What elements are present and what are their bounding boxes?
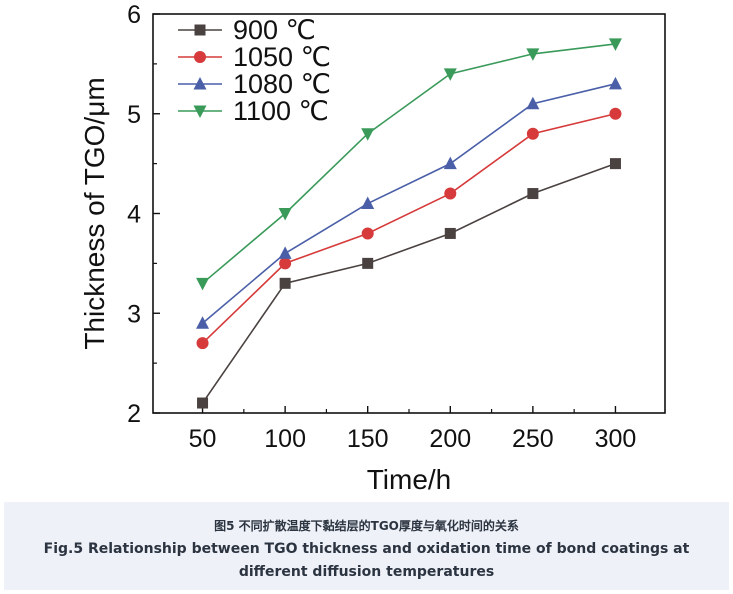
data-point (609, 107, 622, 120)
series-line (202, 83, 616, 324)
data-point (443, 68, 457, 81)
series-1 (197, 158, 621, 409)
data-point (526, 48, 540, 61)
x-tick-label: 300 (595, 425, 637, 453)
data-point (526, 96, 540, 110)
series-line (201, 162, 616, 404)
series-layer (196, 38, 622, 409)
data-point (278, 246, 292, 259)
y-tick-label: 6 (127, 1, 141, 29)
data-point (526, 127, 539, 140)
axes: 50 100 150 200 250 300 2 3 4 5 6 (127, 1, 666, 453)
legend-label: 1080 ℃ (233, 69, 331, 99)
x-tick-label: 250 (512, 425, 554, 453)
figure-caption: 图5 不同扩散温度下黏结层的TGO厚度与氧化时间的关系 Fig.5 Relati… (4, 502, 729, 590)
data-point (197, 397, 209, 409)
legend-label: 1100 ℃ (233, 96, 329, 126)
caption-chinese: 图5 不同扩散温度下黏结层的TGO厚度与氧化时间的关系 (214, 519, 519, 533)
x-tick-label: 100 (264, 425, 306, 453)
data-point (608, 76, 622, 90)
x-tick-label: 150 (347, 425, 389, 453)
legend-entry: 1100 ℃ (178, 96, 329, 126)
data-point (196, 337, 209, 350)
series-3 (196, 76, 622, 329)
legend-entry: 1080 ℃ (178, 69, 331, 99)
chart-area: 50 100 150 200 250 300 2 3 4 5 6 900 ℃ 1050 ℃ 1080 ℃… (79, 1, 666, 495)
legend-label: 900 ℃ (233, 15, 316, 45)
legend-entry: 900 ℃ (178, 15, 316, 45)
x-tick-label: 200 (429, 425, 471, 453)
data-point (444, 227, 456, 239)
data-point (527, 188, 539, 200)
legend-marker (194, 24, 206, 36)
y-tick-label: 3 (127, 300, 141, 328)
series-4 (196, 38, 622, 291)
data-point (608, 38, 622, 51)
caption-english: Fig.5 Relationship between TGO thickness… (43, 541, 690, 580)
y-tick-label: 4 (127, 201, 141, 229)
series-line (201, 112, 616, 344)
data-point (361, 128, 375, 141)
legend-marker (194, 51, 206, 63)
data-point (279, 257, 292, 270)
data-point (196, 316, 210, 329)
legend-entry: 1050 ℃ (178, 42, 331, 72)
data-point (443, 156, 457, 170)
data-point (444, 187, 457, 200)
x-axis-title: Time/h (367, 464, 452, 495)
data-point (609, 158, 621, 170)
legend-marker (193, 77, 207, 90)
y-tick-label: 5 (127, 101, 141, 129)
legend-label: 1050 ℃ (233, 42, 331, 72)
data-point (278, 208, 292, 221)
data-point (361, 196, 375, 210)
x-tick-label: 50 (189, 425, 217, 453)
legend-marker (193, 105, 207, 118)
data-point (362, 257, 374, 269)
data-point (196, 277, 210, 291)
y-tick-label: 2 (127, 400, 141, 428)
data-point (361, 227, 374, 240)
series-2 (196, 107, 622, 350)
y-axis-title: Thickness of TGO/μm (79, 77, 110, 349)
data-point (279, 277, 291, 289)
series-line (202, 43, 616, 284)
